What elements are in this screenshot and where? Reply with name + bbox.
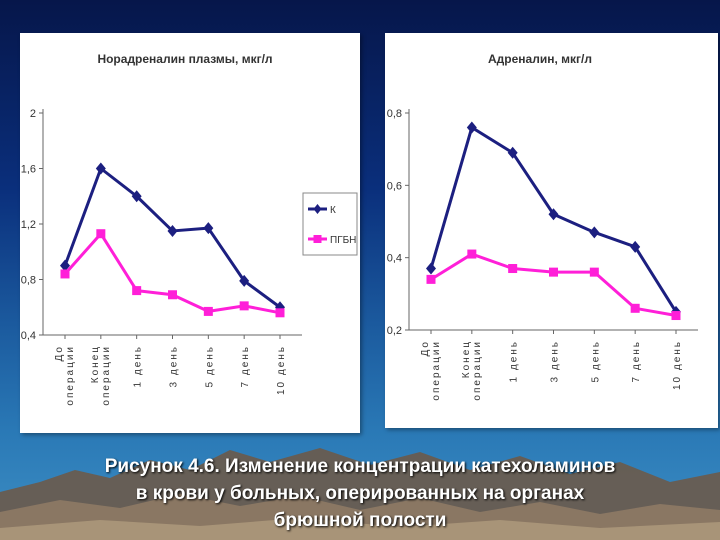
data-point	[508, 264, 518, 274]
chart-noradrenaline: Норадреналин плазмы, мкг/л 0,4 0,8 1,2 1,6 2…	[21, 52, 358, 406]
x-tick-label: 5 день	[204, 345, 215, 387]
x-tick-label: Конец операции	[461, 340, 483, 401]
legend-label: ПГБН	[330, 235, 356, 246]
caption-line: брюшной полости	[273, 510, 447, 531]
data-point	[630, 240, 641, 253]
svg-text:1 день: 1 день	[133, 345, 144, 387]
svg-text:3 день: 3 день	[550, 340, 561, 382]
svg-text:10 день: 10 день	[276, 345, 287, 395]
x-tick-label: 10 день	[672, 340, 683, 390]
data-point	[630, 303, 640, 313]
data-point	[203, 306, 213, 316]
data-point	[548, 208, 559, 221]
data-point	[132, 286, 142, 296]
data-point	[203, 222, 214, 235]
svg-text:операции: операции	[472, 340, 483, 401]
svg-text:7 день: 7 день	[240, 345, 251, 387]
y-tick-label: 2	[30, 108, 36, 120]
data-point	[671, 311, 681, 321]
data-point	[466, 121, 477, 134]
x-tick-label: 10 день	[276, 345, 287, 395]
data-point	[131, 190, 142, 203]
x-tick-label: 5 день	[590, 340, 601, 382]
series-line	[63, 232, 281, 315]
y-tick-label: 0,4	[21, 330, 36, 342]
svg-text:операции: операции	[101, 345, 112, 406]
x-tick-label: 7 день	[240, 345, 251, 387]
y-tick-label: 1,2	[21, 219, 36, 231]
data-point	[167, 224, 178, 237]
svg-text:7 день: 7 день	[631, 340, 642, 382]
chart-adrenaline-panel: Адреналин, мкг/л 0,2 0,4 0,6 0,8 До операции…	[385, 33, 718, 428]
data-point	[426, 274, 436, 284]
svg-text:Конец: Конец	[461, 340, 472, 378]
legend-marker	[313, 235, 322, 243]
x-tick-label: До операции	[54, 345, 76, 406]
data-point	[589, 267, 599, 277]
y-tick-label: 0,6	[387, 180, 402, 192]
data-point	[239, 301, 249, 311]
svg-text:5 день: 5 день	[590, 340, 601, 382]
data-point	[60, 259, 70, 272]
chart-legend: К ПГБН	[302, 192, 358, 256]
svg-text:операции: операции	[431, 340, 442, 401]
data-point	[426, 262, 436, 275]
chart-title: Адреналин, мкг/л	[488, 52, 592, 66]
x-tick-label: 1 день	[133, 345, 144, 387]
legend-label: К	[330, 205, 336, 216]
svg-text:операции: операции	[65, 345, 76, 406]
data-point	[96, 229, 106, 239]
y-tick-label: 0,8	[387, 108, 402, 120]
legend-box	[302, 192, 358, 256]
y-tick-label: 0,2	[387, 325, 402, 337]
svg-text:1 день: 1 день	[509, 340, 520, 382]
data-point	[589, 226, 600, 239]
data-point	[95, 162, 106, 175]
x-tick-label: Конец операции	[90, 345, 112, 406]
data-point	[467, 249, 477, 259]
y-tick-label: 0,8	[21, 275, 36, 287]
data-point	[168, 290, 177, 300]
x-tick-label: 1 день	[509, 340, 520, 382]
caption-line: в крови у больных, оперированных на орга…	[135, 483, 585, 504]
chart-noradrenaline-panel: Норадреналин плазмы, мкг/л 0,4 0,8 1,2 1,6 2…	[20, 33, 360, 433]
chart-title: Норадреналин плазмы, мкг/л	[97, 52, 272, 66]
legend-marker	[313, 204, 322, 214]
chart-adrenaline: Адреналин, мкг/л 0,20,40,60,8 До операции…	[387, 52, 698, 401]
x-tick-label: 7 день	[631, 340, 642, 382]
y-tick-label: 0,4	[387, 253, 402, 265]
caption-line: Рисунок 4.6. Изменение концентрации кате…	[104, 456, 616, 477]
data-point	[239, 274, 250, 287]
figure-caption: Рисунок 4.6. Изменение концентрации кате…	[0, 453, 720, 534]
svg-text:До: До	[54, 345, 65, 361]
data-point	[275, 308, 285, 318]
svg-text:5 день: 5 день	[204, 345, 215, 387]
data-point	[549, 267, 558, 277]
svg-text:10 день: 10 день	[672, 340, 683, 390]
svg-text:3 день: 3 день	[169, 345, 180, 387]
svg-text:Конец: Конец	[90, 345, 101, 383]
y-tick-label: 1,6	[21, 164, 36, 176]
svg-text:До: До	[420, 340, 431, 356]
x-tick-label: До операции	[420, 340, 442, 401]
x-tick-label: 3 день	[169, 345, 180, 387]
data-point	[60, 269, 70, 279]
x-tick-label: 3 день	[550, 340, 561, 382]
